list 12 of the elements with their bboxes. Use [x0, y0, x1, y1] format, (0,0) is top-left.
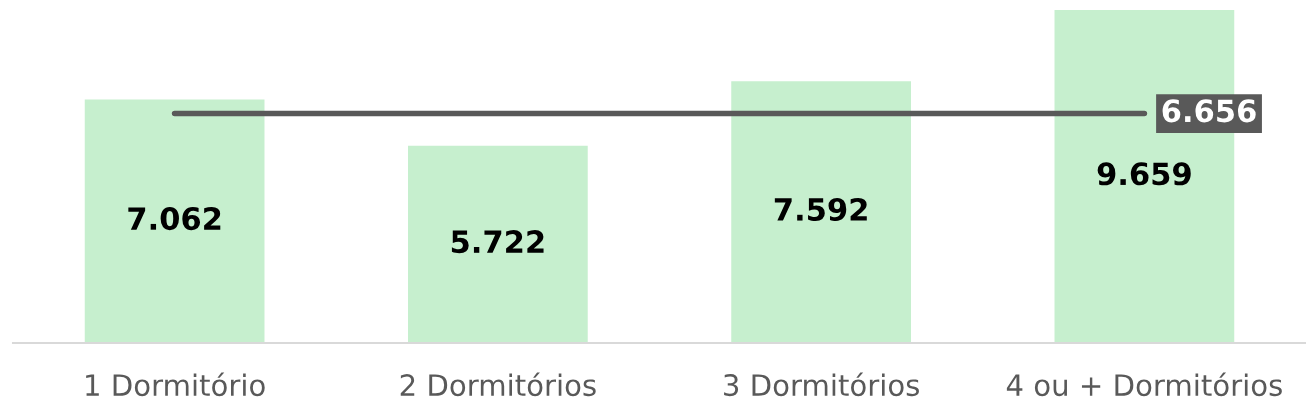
- data-label: 7.592: [774, 197, 867, 221]
- bar: [408, 145, 588, 343]
- bar: [731, 81, 911, 343]
- data-label: 5.722: [451, 230, 544, 254]
- x-tick-label: 4 ou + Dormitórios: [1006, 372, 1282, 397]
- data-label: 7.062: [128, 207, 221, 231]
- ref-line-label: 6.656: [1162, 99, 1256, 123]
- x-tick-label: 1 Dormitório: [86, 372, 265, 397]
- x-tick-label: 2 Dormitórios: [400, 372, 596, 397]
- x-tick-label: 3 Dormitórios: [724, 372, 919, 397]
- bar: [84, 99, 265, 343]
- data-label: 9.659: [1097, 162, 1191, 186]
